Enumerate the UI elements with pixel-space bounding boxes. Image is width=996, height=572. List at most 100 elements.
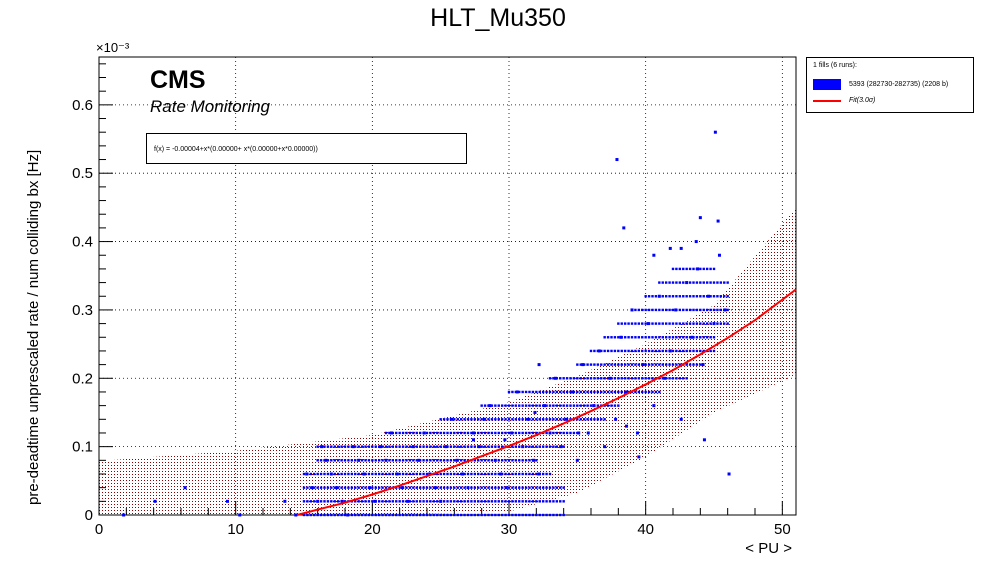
data-point (335, 486, 339, 490)
data-point (582, 377, 586, 380)
data-point (548, 418, 552, 421)
data-point (330, 472, 333, 476)
data-point (620, 322, 623, 325)
data-point (347, 445, 350, 448)
data-point (559, 377, 562, 380)
data-point (477, 418, 480, 421)
data-point (651, 349, 654, 353)
data-point (418, 445, 422, 448)
data-point (524, 390, 528, 394)
data-point (395, 472, 398, 476)
data-point (456, 472, 459, 476)
data-point (487, 418, 490, 421)
data-point (644, 390, 647, 394)
data-point (694, 240, 698, 244)
data-point (412, 445, 415, 448)
data-point (415, 431, 418, 435)
data-point (333, 459, 336, 462)
data-point (453, 486, 456, 489)
data-point (695, 349, 699, 353)
data-point (470, 513, 473, 517)
data-point (432, 431, 436, 435)
data-point (545, 418, 548, 421)
data-point (623, 336, 627, 339)
data-point (596, 377, 600, 380)
data-point (504, 472, 507, 476)
data-point (225, 499, 229, 503)
data-point (354, 459, 357, 462)
data-point (518, 404, 521, 407)
data-point (555, 513, 559, 517)
data-point (528, 513, 531, 517)
data-point (528, 404, 531, 407)
data-point (524, 418, 528, 421)
data-point (562, 445, 565, 448)
data-point (603, 390, 606, 394)
data-point (326, 486, 330, 489)
data-point (661, 336, 664, 339)
x-tick-label: 40 (637, 521, 654, 538)
data-point (637, 349, 641, 353)
data-point (309, 513, 313, 517)
data-point (436, 431, 439, 435)
data-point (531, 500, 535, 503)
data-point (439, 513, 442, 517)
data-point (685, 308, 688, 312)
data-point (535, 486, 538, 489)
data-point (521, 404, 524, 407)
data-point (658, 349, 661, 353)
data-point (323, 472, 326, 476)
data-point (524, 500, 528, 503)
data-point (483, 445, 487, 448)
data-point (647, 336, 651, 339)
data-point (688, 322, 692, 325)
data-point (480, 500, 483, 503)
data-point (678, 281, 682, 284)
data-point (719, 322, 723, 325)
data-point (651, 295, 654, 298)
data-point (350, 472, 354, 476)
data-point (641, 377, 644, 380)
data-point (586, 418, 589, 421)
data-point (692, 363, 695, 366)
data-point (477, 445, 480, 448)
data-point (483, 486, 487, 489)
data-point (330, 459, 333, 462)
data-point (617, 404, 620, 407)
data-point (671, 322, 675, 325)
data-point (444, 445, 448, 449)
data-point (723, 308, 726, 312)
data-point (319, 513, 323, 517)
data-point (582, 390, 586, 394)
data-point (367, 500, 371, 503)
data-point (521, 418, 524, 421)
data-point (610, 336, 613, 339)
data-point (483, 459, 487, 462)
data-point (524, 445, 528, 448)
data-point (333, 486, 336, 489)
data-point (531, 418, 535, 421)
data-point (470, 500, 473, 503)
data-point (500, 472, 504, 476)
data-point (685, 281, 688, 284)
data-point (459, 445, 463, 448)
data-point (562, 486, 565, 489)
data-point (528, 500, 531, 503)
data-point (682, 281, 685, 284)
data-point (487, 513, 490, 517)
data-point (511, 418, 514, 421)
data-point (627, 336, 630, 339)
data-point (466, 472, 470, 476)
data-point (429, 513, 432, 517)
data-point (675, 267, 678, 271)
data-point (535, 418, 538, 421)
data-point (336, 486, 340, 489)
data-point (538, 486, 541, 489)
data-point (668, 281, 671, 284)
data-point (695, 295, 699, 298)
data-point (473, 486, 477, 489)
data-point (627, 377, 630, 380)
data-point (559, 431, 562, 435)
data-point (330, 486, 333, 489)
data-point (422, 445, 425, 448)
